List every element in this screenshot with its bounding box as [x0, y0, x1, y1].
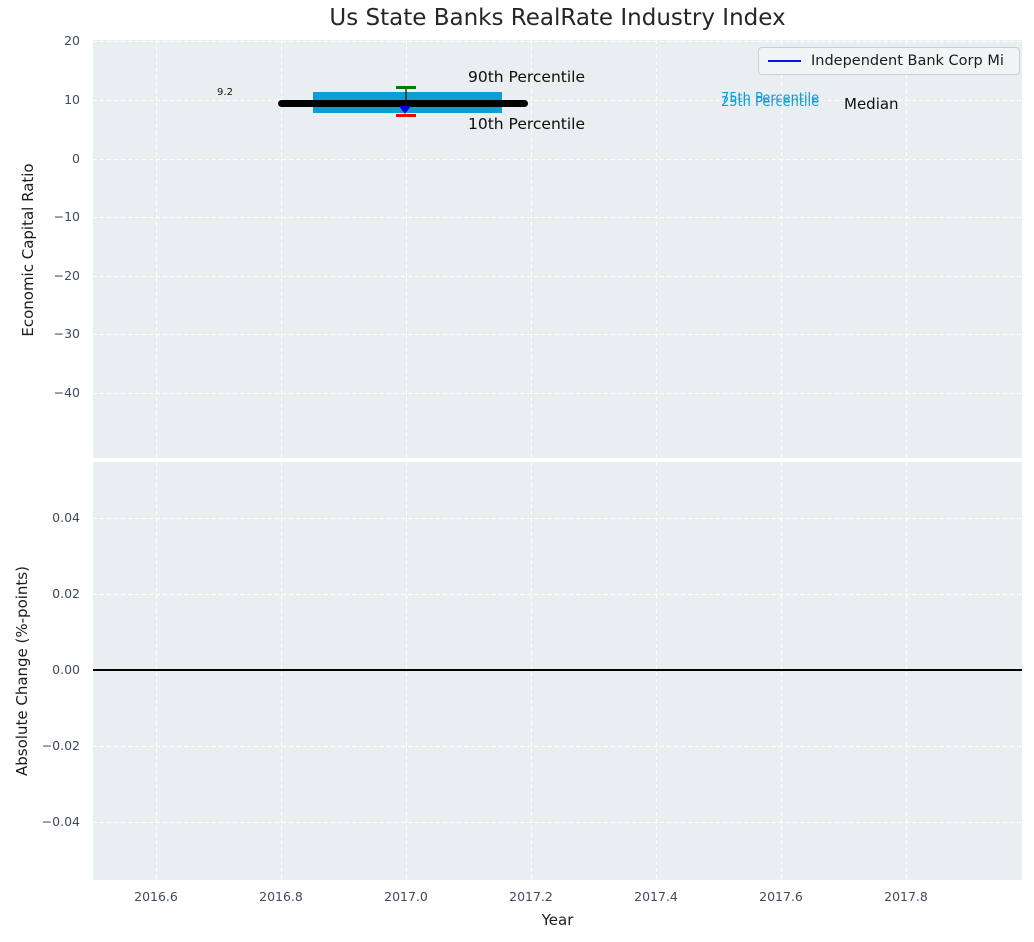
gridline: [406, 40, 407, 458]
gridline: [93, 393, 1022, 394]
gridline: [93, 100, 1022, 101]
y-tick-label: 0.04: [52, 510, 80, 525]
company-triangle-marker: [399, 106, 411, 114]
gridline: [906, 462, 907, 880]
zero-line: [93, 669, 1022, 671]
y-tick-label: −40: [53, 385, 80, 400]
y-tick-label: −0.04: [41, 814, 80, 829]
gridline: [93, 334, 1022, 335]
x-tick-label: 2017.6: [759, 889, 803, 904]
y-tick-label: 20: [64, 33, 80, 48]
gridline: [531, 40, 532, 458]
annotation-median-value: 9.2: [217, 87, 233, 98]
top-plot-area: 9.2 90th Percentile 10th Percentile 75th…: [93, 40, 1022, 458]
y-tick-label: 0.00: [52, 662, 80, 677]
annotation-10th-percentile: 10th Percentile: [468, 115, 586, 133]
p90-tick-marker: [396, 86, 416, 89]
x-tick-label: 2017.8: [884, 889, 928, 904]
gridline: [156, 462, 157, 880]
p10-tick-marker: [396, 113, 416, 117]
x-tick-label: 2016.6: [134, 889, 178, 904]
y-axis-label-bottom: Absolute Change (%-points): [13, 566, 31, 776]
gridline: [656, 40, 657, 458]
gridline: [93, 594, 1022, 595]
y-tick-label: −10: [53, 209, 80, 224]
x-tick-label: 2016.8: [259, 889, 303, 904]
gridline: [93, 746, 1022, 747]
x-tick-label: 2017.4: [634, 889, 678, 904]
annotation-25th-percentile: 25th Percentile: [721, 94, 820, 110]
gridline: [93, 518, 1022, 519]
y-tick-label: 0: [72, 151, 80, 166]
legend-label: Independent Bank Corp Mi: [811, 53, 1004, 69]
gridline: [281, 462, 282, 880]
gridline: [656, 462, 657, 880]
y-tick-label: −20: [53, 268, 80, 283]
gridline: [406, 462, 407, 880]
y-tick-label: −0.02: [41, 738, 80, 753]
y-tick-label: −30: [53, 326, 80, 341]
gridline: [93, 276, 1022, 277]
annotation-90th-percentile: 90th Percentile: [468, 68, 586, 86]
gridline: [781, 40, 782, 458]
gridline: [93, 822, 1022, 823]
gridline: [93, 159, 1022, 160]
bottom-plot-area: [93, 462, 1022, 880]
gridline: [906, 40, 907, 458]
median-line: [278, 100, 528, 107]
gridline: [93, 41, 1022, 42]
gridline: [93, 217, 1022, 218]
legend-line-swatch: [768, 59, 801, 63]
y-axis-label-top: Economic Capital Ratio: [19, 163, 37, 337]
y-tick-label: 0.02: [52, 586, 80, 601]
percentile-range-line: [405, 88, 407, 111]
x-tick-label: 2017.2: [509, 889, 553, 904]
legend: Independent Bank Corp Mi: [758, 47, 1020, 75]
y-tick-label: 10: [64, 92, 80, 107]
gridline: [281, 40, 282, 458]
chart-title: Us State Banks RealRate Industry Index: [329, 5, 786, 31]
x-tick-label: 2017.0: [384, 889, 428, 904]
gridline: [531, 462, 532, 880]
annotation-median: Median: [844, 95, 899, 113]
x-axis-label: Year: [541, 911, 574, 929]
gridline: [781, 462, 782, 880]
gridline: [156, 40, 157, 458]
annotation-75th-percentile: 75th Percentile: [721, 91, 820, 106]
